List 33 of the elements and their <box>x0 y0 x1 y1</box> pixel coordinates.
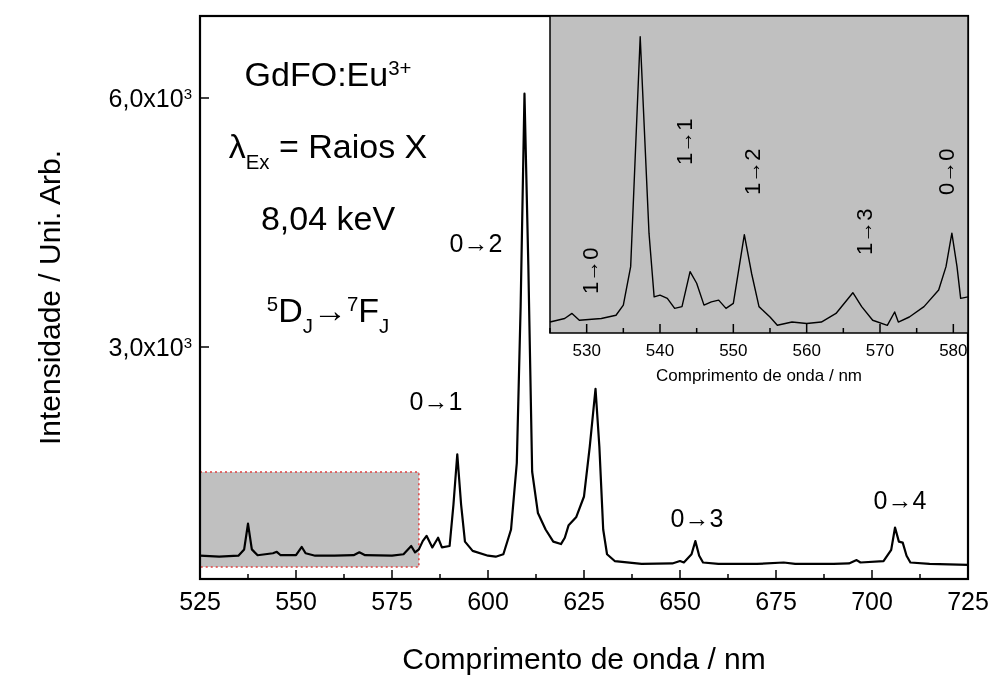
x-tick-label: 550 <box>275 587 317 615</box>
annotation: 8,04 keV <box>260 199 396 237</box>
annotation: 1→0 <box>578 247 603 294</box>
x-tick-label: 580 <box>939 341 968 360</box>
annotation: 0→2 <box>449 229 503 257</box>
x-tick-label: 560 <box>792 341 821 360</box>
x-tick-label: 700 <box>851 587 893 615</box>
x-tick-label: 525 <box>179 587 221 615</box>
annotation: 1→1 <box>672 118 697 165</box>
annotation: 0→4 <box>873 486 927 514</box>
annotation: 0→1 <box>409 387 463 415</box>
x-tick-label: 675 <box>755 587 797 615</box>
annotation: 0→3 <box>670 504 724 532</box>
annotation: 0→0 <box>934 148 959 195</box>
x-tick-label: 600 <box>467 587 509 615</box>
annotation: $^{5}$D$_{J}$→$^{7}$F$_{J}$ <box>266 291 390 337</box>
annotation: 1→2 <box>740 148 765 195</box>
x-tick-label: 625 <box>563 587 605 615</box>
x-tick-label: 550 <box>719 341 748 360</box>
x-tick-label: 650 <box>659 587 701 615</box>
text: GdFO:Eu$^{3+}$ <box>244 55 412 93</box>
x-tick-label: 540 <box>645 341 675 360</box>
x-tick-label: 570 <box>865 341 895 360</box>
y-axis-title: Intensidade / Uni. Arb. <box>33 149 66 446</box>
x-tick-label: 530 <box>572 341 601 360</box>
text: 3,0x10$^{3}$ <box>108 332 192 361</box>
annotation: 1→3 <box>852 208 877 255</box>
text: 6,0x10$^{3}$ <box>108 83 192 112</box>
x-axis-title: Comprimento de onda / nm <box>656 366 862 385</box>
x-tick-label: 725 <box>947 587 989 615</box>
annotation: λ$_{Ex}$ = Raios X <box>228 127 428 173</box>
x-axis-title: Comprimento de onda / nm <box>402 642 766 675</box>
x-tick-label: 575 <box>371 587 413 615</box>
